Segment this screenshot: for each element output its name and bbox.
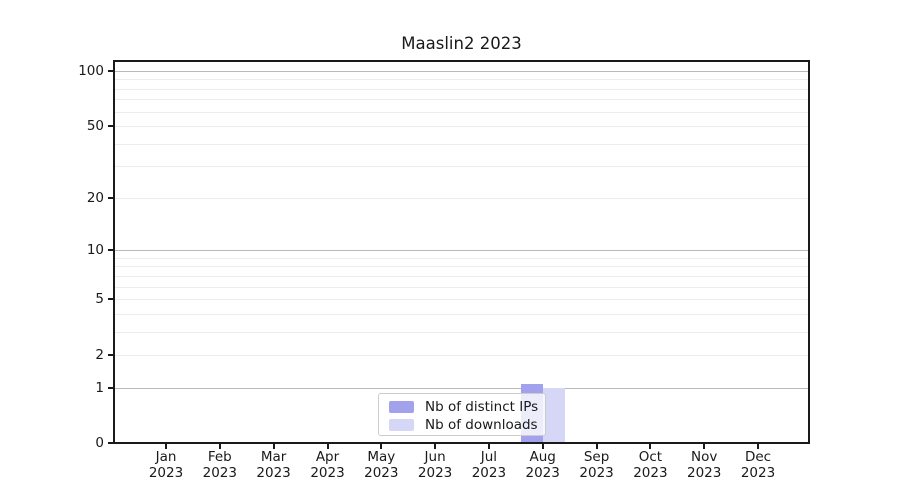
x-tick	[541, 444, 544, 449]
x-tick-label: Jan 2023	[148, 449, 184, 481]
y-tick	[108, 354, 113, 357]
x-tick	[649, 444, 652, 449]
gridline-minor	[115, 313, 808, 315]
x-tick	[380, 444, 383, 449]
chart-title: Maaslin2 2023	[401, 34, 522, 53]
legend-swatch	[389, 401, 414, 414]
y-tick	[108, 387, 113, 389]
gridline-minor	[115, 331, 808, 333]
y-tick-label: 1	[95, 380, 104, 396]
y-tick	[108, 249, 113, 252]
x-tick	[326, 444, 329, 449]
y-tick-label: 50	[86, 118, 104, 135]
gridline-minor	[115, 111, 808, 113]
gridline-minor	[115, 79, 808, 81]
x-tick	[703, 444, 706, 449]
x-tick-label: Dec 2023	[740, 449, 776, 481]
x-tick	[218, 444, 221, 449]
gridline-minor	[115, 355, 808, 357]
legend-label: Nb of downloads	[425, 416, 538, 433]
plot-area	[113, 60, 810, 444]
legend-entry: Nb of downloads	[389, 417, 545, 434]
x-tick-label: Mar 2023	[256, 449, 291, 481]
x-tick	[595, 444, 598, 449]
gridline-minor	[115, 286, 808, 288]
gridline-minor	[115, 299, 808, 301]
gridline-minor	[115, 266, 808, 268]
x-tick-label: Nov 2023	[687, 449, 722, 481]
gridline-minor	[115, 275, 808, 277]
gridline-minor	[115, 197, 808, 199]
x-tick-label: Feb 2023	[202, 449, 237, 481]
x-tick-label: Aug 2023	[525, 449, 560, 481]
x-tick	[165, 444, 167, 449]
gridline-major	[115, 388, 808, 389]
gridline-minor	[115, 166, 808, 168]
y-tick-label: 5	[95, 291, 104, 308]
x-tick-label: Sep 2023	[579, 449, 614, 481]
legend-label: Nb of distinct IPs	[425, 399, 539, 416]
gridline-major	[115, 250, 808, 252]
x-tick	[487, 444, 490, 449]
y-tick	[108, 298, 113, 301]
x-tick-label: May 2023	[364, 449, 399, 481]
x-tick	[434, 444, 437, 449]
y-tick	[108, 196, 113, 199]
gridline-major	[115, 70, 808, 72]
gridline-minor	[115, 88, 808, 90]
x-tick-label: Jun 2023	[417, 449, 453, 481]
x-tick-label: Apr 2023	[310, 449, 345, 481]
gridline-minor	[115, 257, 808, 259]
y-tick-label: 20	[86, 189, 104, 206]
gridline-minor	[115, 143, 808, 145]
y-tick	[108, 69, 113, 72]
x-tick-label: Oct 2023	[633, 449, 668, 481]
y-tick	[108, 125, 113, 128]
gridline-minor	[115, 126, 808, 128]
gridline-minor	[115, 99, 808, 101]
y-tick-label: 0	[95, 435, 104, 451]
x-tick	[757, 444, 759, 449]
y-tick-label: 100	[78, 62, 104, 79]
legend-entry: Nb of distinct IPs	[389, 399, 545, 416]
y-tick	[108, 442, 113, 444]
y-tick-label: 2	[95, 347, 104, 364]
bar-nb-of-downloads	[542, 388, 565, 442]
y-tick-label: 10	[86, 242, 104, 259]
x-tick-label: Jul 2023	[471, 449, 507, 481]
legend: Nb of distinct IPs Nb of downloads	[378, 393, 546, 436]
x-tick	[272, 444, 275, 449]
legend-swatch	[389, 418, 414, 431]
